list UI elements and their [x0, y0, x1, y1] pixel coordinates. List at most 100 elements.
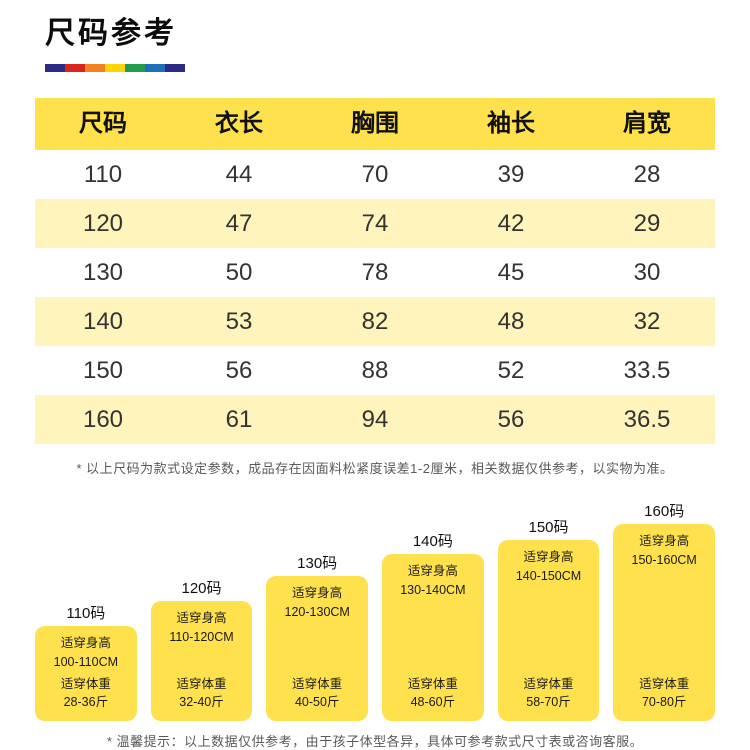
table-header-shoulder: 肩宽	[623, 110, 671, 137]
bar-weight-group: 适穿体重 28-36斤	[38, 677, 134, 711]
weight-label: 适穿体重	[292, 676, 343, 691]
size-bar-150: 150码 适穿身高 140-150CM 适穿体重 58-70斤	[497, 519, 600, 721]
table-row: 120 47 74 42 29	[35, 199, 715, 248]
page-title: 尺码参考	[45, 17, 177, 50]
table-cell: 56	[497, 405, 525, 433]
table-cell: 36.5	[623, 405, 671, 433]
height-label: 适穿身高	[407, 564, 458, 578]
rainbow-segment	[125, 64, 145, 72]
bar-weight-group: 适穿体重 40-50斤	[269, 677, 365, 711]
table-cell: 74	[361, 209, 389, 237]
rainbow-segment	[145, 64, 165, 72]
bar-height-group: 适穿身高 140-150CM	[501, 550, 597, 584]
table-cell: 52	[497, 356, 525, 384]
table-cell: 45	[497, 258, 525, 286]
table-header-row: 尺码 衣长 胸围 袖长 肩宽	[35, 98, 715, 150]
rainbow-segment	[85, 64, 105, 72]
weight-range: 28-36斤	[63, 695, 109, 710]
table-cell: 44	[225, 160, 253, 188]
table-row: 150 56 88 52 33.5	[35, 346, 715, 395]
weight-range: 58-70斤	[526, 695, 571, 710]
table-cell: 30	[633, 258, 661, 286]
table-cell: 110	[83, 160, 123, 188]
weight-range: 40-50斤	[294, 695, 340, 710]
table-cell: 53	[225, 307, 253, 335]
table-cell: 61	[225, 405, 253, 433]
bar-weight-group: 适穿体重 48-60斤	[385, 677, 481, 711]
table-cell: 78	[361, 258, 389, 286]
table-cell: 56	[225, 356, 253, 384]
table-cell: 160	[82, 405, 124, 433]
size-bar-130: 130码 适穿身高 120-130CM 适穿体重 40-50斤	[266, 555, 369, 721]
table-cell: 130	[82, 258, 124, 286]
weight-label: 适穿体重	[407, 676, 458, 691]
table-row: 110 44 70 39 28	[35, 150, 715, 199]
bar-height-group: 适穿身高 110-120CM	[154, 611, 250, 645]
table-cell: 94	[361, 405, 389, 433]
height-label: 适穿身高	[639, 534, 690, 548]
bar-size-label: 150码	[528, 519, 569, 536]
table-cell: 88	[361, 356, 389, 384]
bar-size-label: 140码	[412, 533, 453, 550]
page-header: 尺码参考	[0, 0, 750, 72]
bar-height-group: 适穿身高 120-130CM	[269, 586, 365, 620]
rainbow-segment	[65, 64, 85, 72]
table-header-chest: 胸围	[351, 110, 399, 137]
table-cell: 47	[225, 209, 253, 237]
bar-height-group: 适穿身高 130-140CM	[385, 564, 481, 598]
rainbow-segment	[45, 64, 65, 72]
height-range: 150-160CM	[631, 552, 697, 567]
weight-range: 70-80斤	[641, 695, 687, 710]
table-header-size: 尺码	[79, 110, 127, 137]
bar-110: 适穿身高 100-110CM 适穿体重 28-36斤	[35, 626, 137, 721]
size-bar-120: 120码 适穿身高 110-120CM 适穿体重 32-40斤	[150, 581, 253, 721]
bar-130: 适穿身高 120-130CM 适穿体重 40-50斤	[266, 576, 369, 721]
table-cell: 120	[82, 209, 124, 237]
size-bar-chart: 110码 适穿身高 100-110CM 适穿体重 28-36斤 120码 适穿身…	[35, 499, 716, 721]
rainbow-divider	[45, 64, 185, 72]
rainbow-segment	[105, 64, 125, 72]
bar-140: 适穿身高 130-140CM 适穿体重 48-60斤	[382, 554, 484, 721]
table-cell: 70	[361, 160, 389, 188]
table-cell: 48	[497, 307, 525, 335]
bar-120: 适穿身高 110-120CM 适穿体重 32-40斤	[150, 601, 253, 721]
weight-range: 32-40斤	[179, 695, 224, 710]
weight-label: 适穿体重	[176, 676, 227, 691]
height-range: 120-130CM	[284, 604, 350, 619]
bottom-note: * 温馨提示：以上数据仅供参考，由于孩子体型各异，具体可参考款式尺寸表或咨询客服…	[106, 734, 644, 749]
bar-150: 适穿身高 140-150CM 适穿体重 58-70斤	[497, 540, 600, 721]
size-bar-160: 160码 适穿身高 150-160CM 适穿体重 70-80斤	[613, 503, 716, 721]
table-row: 130 50 78 45 30	[35, 248, 715, 297]
table-cell: 32	[633, 307, 661, 335]
rainbow-segment	[165, 64, 185, 72]
height-range: 100-110CM	[53, 654, 119, 669]
bar-height-group: 适穿身高 150-160CM	[616, 534, 712, 568]
bar-weight-group: 适穿体重 58-70斤	[501, 677, 597, 711]
table-row: 140 53 82 48 32	[35, 297, 715, 346]
height-label: 适穿身高	[176, 611, 227, 625]
size-table: 尺码 衣长 胸围 袖长 肩宽 110 44 70 39 28 120 47 74…	[35, 98, 715, 444]
table-cell: 33.5	[623, 356, 671, 384]
bar-size-label: 160码	[644, 503, 685, 520]
height-range: 140-150CM	[515, 568, 582, 583]
height-label: 适穿身高	[60, 636, 111, 650]
table-cell: 29	[633, 209, 661, 237]
height-range: 130-140CM	[400, 582, 466, 597]
weight-range: 48-60斤	[410, 695, 456, 710]
weight-label: 适穿体重	[523, 676, 574, 691]
weight-label: 适穿体重	[639, 676, 690, 691]
table-cell: 150	[82, 356, 124, 384]
bar-height-group: 适穿身高 100-110CM	[38, 636, 134, 670]
bar-weight-group: 适穿体重 32-40斤	[154, 677, 250, 711]
size-bar-140: 140码 适穿身高 130-140CM 适穿体重 48-60斤	[382, 534, 484, 721]
height-label: 适穿身高	[292, 586, 343, 600]
table-header-sleeve: 袖长	[487, 110, 535, 137]
table-cell: 42	[497, 209, 525, 237]
weight-label: 适穿体重	[60, 676, 111, 691]
bar-size-label: 110码	[66, 605, 106, 622]
height-label: 适穿身高	[523, 550, 574, 564]
table-cell: 28	[633, 160, 661, 188]
bar-size-label: 130码	[297, 555, 338, 572]
table-header-length: 衣长	[215, 110, 263, 137]
